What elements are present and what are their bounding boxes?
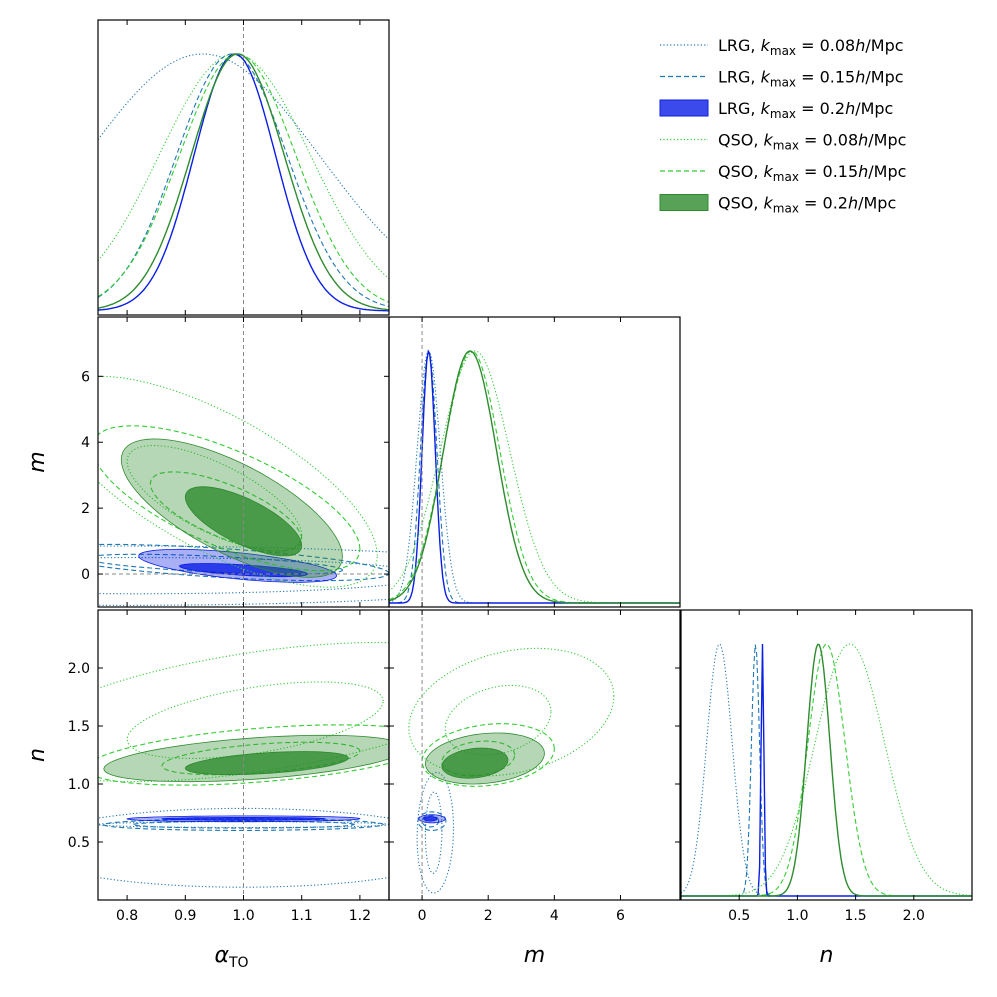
y-tick-label-n: 2.0 bbox=[68, 661, 90, 677]
x-tick-label-alpha: 0.8 bbox=[116, 908, 138, 924]
x-tick-label-m: 6 bbox=[616, 908, 625, 924]
y-tick-label-n: 1.5 bbox=[68, 719, 90, 735]
contour-alpha_m-qso015-outer bbox=[98, 425, 361, 572]
panel-frame-m-1d bbox=[388, 316, 681, 608]
x-tick-label-n: 1.0 bbox=[786, 908, 808, 924]
legend-label-lrg008: LRG, kmax = 0.08h/Mpc bbox=[718, 36, 904, 58]
y-tick-label-m: 2 bbox=[81, 501, 90, 517]
y-tick-label-m: 0 bbox=[81, 567, 90, 583]
x-axis-title-alpha: αTO bbox=[214, 943, 248, 971]
marginal-n-qso008 bbox=[681, 643, 972, 897]
legend-label-qso008: QSO, kmax = 0.08h/Mpc bbox=[718, 131, 906, 153]
y-tick-label-n: 1.0 bbox=[68, 777, 90, 793]
marginal-n-qso015 bbox=[681, 643, 972, 897]
contour-alpha_m-lrg015-outer bbox=[98, 543, 389, 582]
x-tick-label-alpha: 1.0 bbox=[232, 908, 254, 924]
marginal-n-lrg02 bbox=[681, 643, 972, 897]
legend-label-qso015: QSO, kmax = 0.15h/Mpc bbox=[718, 162, 906, 184]
legend-swatch-lrg02 bbox=[659, 99, 709, 117]
legend: LRG, kmax = 0.08h/Mpc LRG, kmax = 0.15h/M… bbox=[659, 36, 906, 216]
panel-n-1d bbox=[681, 643, 972, 897]
legend-label-lrg015: LRG, kmax = 0.15h/Mpc bbox=[718, 68, 904, 90]
contour-alpha_m-lrg008-outer bbox=[98, 545, 389, 606]
x-axis-title-m: m bbox=[524, 943, 545, 968]
marginal-m-lrg02 bbox=[389, 349, 680, 604]
contour-m_n-lrg015-outer bbox=[417, 811, 447, 831]
legend-swatch-qso02 bbox=[659, 194, 709, 211]
panel-m-n bbox=[408, 610, 615, 900]
contour-m_n-lrg008-outer bbox=[416, 771, 455, 894]
contour-alpha_n-qso015-outer bbox=[98, 724, 389, 786]
contour-alpha_n-lrg015-outer bbox=[102, 818, 385, 831]
marginal-n-qso02 bbox=[681, 643, 972, 897]
contour-alpha_n-lrg015-inner bbox=[131, 820, 356, 829]
contour-m_n-lrg008-inner bbox=[424, 791, 443, 874]
y-axis-title-m: m bbox=[25, 451, 50, 472]
contour-m_n-lrg02-inner bbox=[423, 816, 438, 822]
x-tick-label-n: 1.5 bbox=[844, 908, 866, 924]
y-tick-label-n: 0.5 bbox=[68, 835, 90, 851]
x-tick-label-m: 2 bbox=[484, 908, 493, 924]
x-tick-label-n: 2.0 bbox=[903, 908, 925, 924]
x-tick-label-n: 0.5 bbox=[728, 908, 750, 924]
marginal-m-qso02 bbox=[389, 350, 680, 604]
y-tick-label-m: 4 bbox=[81, 435, 90, 451]
x-axis-title-n: n bbox=[820, 943, 834, 968]
contour-alpha_m-lrg008-inner bbox=[98, 557, 389, 595]
panel-alpha-m bbox=[98, 317, 389, 607]
legend-label-lrg02: LRG, kmax = 0.2h/Mpc bbox=[718, 99, 893, 121]
panel-alpha-1d bbox=[98, 20, 389, 315]
marginal-n-lrg015 bbox=[681, 644, 972, 897]
panel-alpha-n bbox=[98, 610, 389, 900]
y-tick-label-m: 6 bbox=[81, 369, 90, 385]
x-tick-label-m: 4 bbox=[550, 908, 559, 924]
x-tick-label-alpha: 1.1 bbox=[291, 908, 313, 924]
contour-alpha_n-qso02-inner bbox=[184, 751, 349, 776]
marginal-alpha-lrg02 bbox=[98, 53, 389, 312]
panel-frame-n-1d bbox=[680, 609, 973, 901]
contour-alpha_n-lrg008-outer bbox=[98, 807, 389, 888]
marginal-n-lrg008 bbox=[681, 643, 972, 897]
panel-frame-m-n bbox=[388, 609, 681, 901]
contour-m_n-qso015-outer bbox=[421, 723, 555, 787]
legend-label-qso02: QSO, kmax = 0.2h/Mpc bbox=[718, 194, 896, 216]
panel-m-1d bbox=[389, 317, 680, 607]
contour-alpha_n-lrg02-inner bbox=[161, 817, 326, 821]
x-tick-label-alpha: 1.2 bbox=[349, 908, 371, 924]
contour-m_n-qso02-inner bbox=[441, 747, 509, 779]
y-axis-title-n: n bbox=[25, 748, 50, 762]
x-tick-label-m: 0 bbox=[418, 908, 427, 924]
x-tick-label-alpha: 0.9 bbox=[174, 908, 196, 924]
